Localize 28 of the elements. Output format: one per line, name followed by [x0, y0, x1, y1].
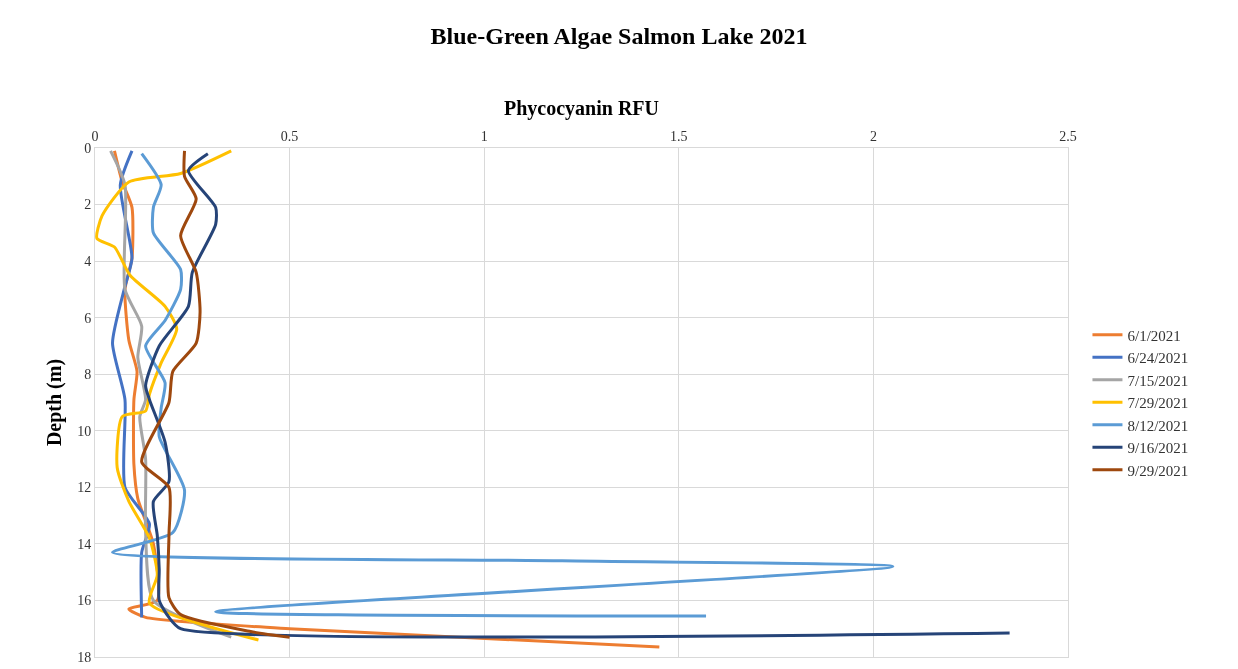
x-tick-label: 2: [869, 129, 877, 145]
legend-label: 6/1/2021: [1127, 327, 1181, 344]
y-tick-label: 4: [84, 254, 92, 270]
y-tick-label: 2: [84, 197, 92, 213]
y-tick-label: 14: [77, 536, 92, 552]
legend-label: 7/29/2021: [1127, 395, 1189, 412]
y-tick-label: 16: [77, 593, 92, 609]
line-series: [140, 149, 292, 639]
x-tick-label: 1.5: [670, 129, 688, 145]
x-tick-label: 1: [480, 129, 488, 145]
x-axis-title: Phycocyanin RFU: [504, 96, 659, 120]
x-tick-label: 2.5: [1059, 129, 1077, 145]
line-series: [111, 152, 895, 618]
line-series: [95, 149, 260, 642]
chart-title: Blue-Green Algae Salmon Lake 2021: [430, 22, 808, 49]
x-tick-label: 0.5: [280, 129, 299, 145]
y-tick-label: 0: [84, 140, 92, 156]
y-tick-label: 8: [84, 367, 92, 383]
legend-label: 9/16/2021: [1127, 440, 1189, 457]
y-tick-label: 18: [77, 649, 92, 665]
y-tick-label: 12: [77, 480, 92, 496]
y-tick-label: 10: [77, 423, 92, 439]
legend-label: 7/15/2021: [1127, 372, 1189, 389]
y-axis-title: Depth (m): [42, 358, 66, 447]
legend-label: 6/24/2021: [1127, 350, 1189, 367]
y-tick-label: 6: [84, 310, 92, 326]
legend-label: 9/29/2021: [1127, 462, 1189, 479]
legend-label: 8/12/2021: [1127, 417, 1189, 434]
